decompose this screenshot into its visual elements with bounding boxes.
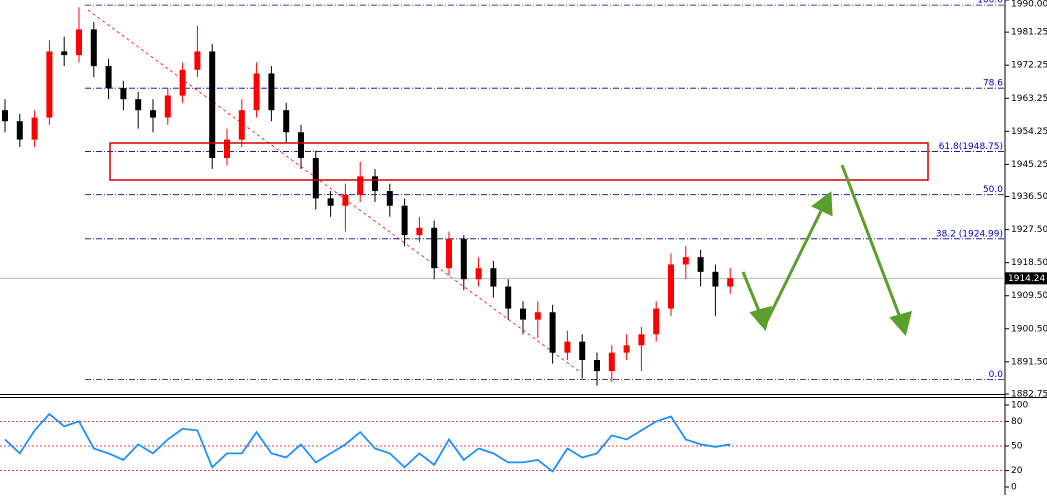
fib-label: 61.8(1948.75) <box>939 142 1003 152</box>
candle-body <box>505 286 512 309</box>
fib-label: 78.6 <box>983 79 1003 89</box>
candle-body <box>76 29 82 56</box>
arrow-head <box>811 191 833 217</box>
candle-body <box>90 29 97 67</box>
arrow <box>840 164 903 321</box>
candle-body <box>608 352 615 372</box>
candle-body <box>105 66 112 89</box>
candle-body <box>253 73 260 111</box>
y-tick-label: 1918.50 <box>1011 258 1047 268</box>
candle-body <box>401 205 408 236</box>
candle-body <box>534 312 541 320</box>
candle-body <box>238 110 245 140</box>
candle-body <box>460 238 467 280</box>
y-tick-label: 1945.25 <box>1011 160 1047 170</box>
y-tick-label: 1882.75 <box>1011 390 1047 400</box>
candle-body <box>431 227 438 269</box>
y-tick-label: 20 <box>1011 466 1023 476</box>
fib-label: 0.0 <box>989 370 1004 380</box>
candle-body <box>712 271 719 287</box>
fib-label: 38.2 (1924.99) <box>936 229 1003 239</box>
candle-body <box>386 191 393 206</box>
y-tick-label: 1981.25 <box>1011 28 1047 38</box>
candle-body <box>268 73 275 111</box>
candle-body <box>638 334 645 346</box>
candle-body <box>549 312 556 353</box>
candle-body <box>224 139 230 158</box>
candle-body <box>31 117 38 140</box>
y-tick-label: 1990.00 <box>1011 0 1047 10</box>
candle-body <box>135 99 142 111</box>
arrow <box>763 206 825 326</box>
y-tick-label: 50 <box>1011 442 1023 452</box>
candle-body <box>416 227 423 236</box>
candle-body <box>16 121 23 140</box>
y-tick-label: 80 <box>1011 417 1023 427</box>
candle-body <box>727 278 734 287</box>
y-tick-label: 1891.50 <box>1011 357 1047 367</box>
candle-body <box>623 345 630 353</box>
fib-label: 50.0 <box>983 185 1003 195</box>
y-tick-label: 0 <box>1011 483 1017 493</box>
y-tick-label: 1900.50 <box>1011 324 1047 334</box>
candle-body <box>357 176 364 195</box>
candle-body <box>446 238 452 269</box>
candle-body <box>668 264 674 309</box>
candle-body <box>2 110 8 122</box>
y-tick-label: 100 <box>1011 401 1028 411</box>
candle-body <box>564 341 571 353</box>
candle-body <box>150 110 156 118</box>
y-tick-label: 1972.25 <box>1011 61 1047 71</box>
candle-body <box>179 69 186 96</box>
y-tick-label: 1963.25 <box>1011 94 1047 104</box>
fib-label: 100.0 <box>977 0 1003 6</box>
arrow-head <box>889 310 913 337</box>
candle-body <box>697 257 704 272</box>
candle-body <box>520 308 526 320</box>
candle-body <box>209 51 216 158</box>
candle-body <box>579 341 586 361</box>
y-tick-label: 1936.50 <box>1011 192 1047 202</box>
candle-body <box>120 88 127 100</box>
candle-body <box>475 268 482 280</box>
rsi-line <box>4 412 731 473</box>
candle-body <box>342 194 349 206</box>
candle-body <box>194 51 201 70</box>
current-price-box <box>1005 272 1047 285</box>
candle-body <box>327 198 334 206</box>
y-tick-label: 1954.25 <box>1011 127 1047 137</box>
candle-body <box>653 308 660 335</box>
candle-body <box>594 360 600 372</box>
candle-body <box>372 176 378 192</box>
current-price-label: 1914.24 <box>1008 274 1045 284</box>
candle-body <box>312 157 319 199</box>
candle-body <box>283 110 290 133</box>
y-tick-label: 1927.50 <box>1011 225 1047 235</box>
arrow <box>741 271 763 317</box>
candle-body <box>46 51 53 118</box>
forecast-arrows <box>741 164 913 337</box>
resistance-box <box>109 142 929 181</box>
candle-body <box>298 132 304 158</box>
candle-body <box>61 51 68 56</box>
y-tick-label: 1909.50 <box>1011 291 1047 301</box>
candle-body <box>682 257 689 265</box>
candle-body <box>490 268 497 287</box>
candle-body <box>164 95 171 118</box>
